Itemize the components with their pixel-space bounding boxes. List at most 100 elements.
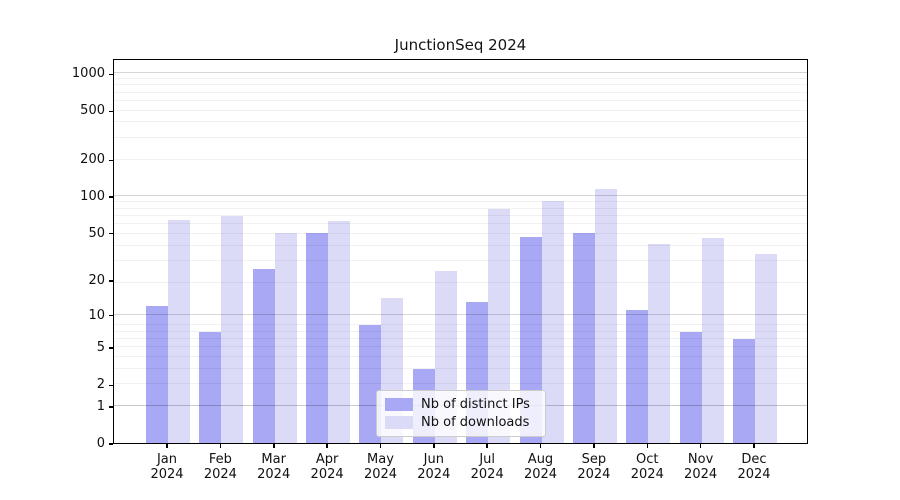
minor-gridline — [114, 330, 807, 332]
minor-gridline — [114, 260, 807, 261]
bar-distinct-ips-sep — [572, 232, 595, 443]
y-tick-label: 10 — [88, 307, 105, 323]
chart-title: JunctionSeq 2024 — [394, 36, 527, 54]
minor-gridline — [114, 207, 807, 209]
x-tick-mark — [219, 444, 222, 448]
minor-gridline — [114, 91, 807, 93]
x-tick-label-may: May 2024 — [363, 452, 398, 482]
x-tick-label-jun: Jun 2024 — [417, 452, 451, 482]
major-gridline — [114, 313, 807, 315]
bar-downloads-aug — [541, 200, 564, 443]
x-tick-label-dec: Dec 2024 — [737, 452, 771, 482]
bar-distinct-ips-dec — [733, 338, 755, 443]
x-tick-mark — [539, 444, 542, 448]
y-tick-label: 2 — [96, 377, 105, 393]
x-tick-mark — [593, 444, 595, 448]
y-tick-label: 20 — [88, 273, 105, 289]
y-tick-label: 100 — [80, 189, 105, 205]
legend-row-distinct-ips: Nb of distinct IPs — [385, 397, 537, 412]
x-tick-mark — [646, 444, 648, 448]
bar-distinct-ips-mar — [252, 268, 275, 443]
legend-swatch-distinct-ips — [385, 398, 413, 411]
y-tick-mark — [109, 443, 113, 445]
x-tick-mark — [326, 444, 328, 448]
minor-gridline — [114, 244, 807, 246]
x-tick-label-aug: Aug 2024 — [523, 452, 558, 482]
bar-downloads-sep — [594, 188, 617, 443]
x-tick-mark — [699, 444, 702, 448]
bar-downloads-feb — [221, 216, 244, 443]
legend-swatch-downloads — [385, 416, 413, 429]
bar-distinct-ips-nov — [679, 331, 702, 443]
minor-gridline — [114, 201, 807, 203]
x-tick-label-oct: Oct 2024 — [630, 452, 664, 482]
x-tick-label-jul: Jul 2024 — [470, 452, 504, 482]
x-tick-mark — [433, 444, 435, 448]
y-tick-mark — [109, 232, 113, 235]
major-gridline — [114, 195, 807, 197]
x-tick-label-mar: Mar 2024 — [257, 452, 291, 482]
x-tick-label-jan: Jan 2024 — [150, 452, 184, 482]
minor-gridline — [114, 367, 807, 369]
y-tick-label: 200 — [80, 152, 105, 168]
legend: Nb of distinct IPs Nb of downloads — [376, 390, 546, 437]
x-tick-label-feb: Feb 2024 — [203, 452, 237, 482]
x-tick-label-apr: Apr 2024 — [310, 452, 344, 482]
minor-gridline — [114, 158, 807, 160]
minor-gridline — [114, 383, 807, 385]
minor-gridline — [114, 214, 807, 216]
bar-distinct-ips-oct — [626, 310, 649, 443]
y-tick-mark — [109, 406, 113, 408]
minor-gridline — [114, 84, 807, 86]
x-tick-mark — [753, 444, 755, 448]
minor-gridline — [114, 136, 807, 138]
x-tick-mark — [166, 444, 168, 448]
plot-area — [113, 59, 808, 444]
y-tick-mark — [109, 110, 113, 113]
y-tick-label: 0 — [96, 436, 105, 451]
bar-downloads-apr — [328, 220, 351, 443]
bar-downloads-oct — [648, 244, 671, 443]
legend-row-downloads: Nb of downloads — [385, 415, 537, 430]
bar-downloads-nov — [701, 238, 724, 443]
x-tick-mark — [486, 444, 488, 448]
legend-label-distinct-ips: Nb of distinct IPs — [421, 397, 530, 412]
minor-gridline — [114, 355, 807, 357]
minor-gridline — [114, 121, 807, 123]
y-tick-mark — [109, 314, 113, 317]
minor-gridline — [114, 99, 807, 101]
bar-downloads-mar — [274, 232, 297, 443]
y-tick-label: 50 — [88, 225, 105, 241]
minor-gridline — [114, 324, 807, 326]
x-tick-label-nov: Nov 2024 — [684, 452, 718, 482]
bar-distinct-ips-jan — [146, 305, 168, 443]
y-tick-mark — [109, 196, 113, 198]
y-tick-label: 500 — [80, 103, 105, 119]
minor-gridline — [114, 222, 807, 224]
legend-label-downloads: Nb of downloads — [421, 415, 530, 430]
minor-gridline — [114, 78, 807, 79]
minor-gridline — [114, 346, 807, 348]
y-tick-mark — [109, 280, 113, 282]
y-tick-label: 1 — [96, 398, 105, 414]
bar-distinct-ips-apr — [306, 232, 329, 443]
bar-downloads-jul — [488, 209, 511, 443]
x-tick-mark — [379, 444, 382, 448]
bar-distinct-ips-feb — [199, 331, 222, 443]
bar-downloads-dec — [755, 254, 777, 443]
y-tick-mark — [109, 384, 113, 386]
y-tick-label: 5 — [96, 340, 105, 356]
major-gridline — [114, 72, 807, 74]
minor-gridline — [114, 337, 807, 339]
y-tick-mark — [109, 73, 113, 76]
minor-gridline — [114, 232, 807, 234]
bar-distinct-ips-may — [359, 325, 382, 443]
y-tick-mark — [109, 159, 113, 161]
minor-gridline — [114, 109, 807, 111]
bar-downloads-jan — [168, 219, 190, 443]
x-tick-label-sep: Sep 2024 — [577, 452, 611, 482]
y-tick-mark — [109, 347, 113, 349]
x-tick-mark — [273, 444, 275, 448]
y-tick-label: 1000 — [71, 66, 105, 82]
